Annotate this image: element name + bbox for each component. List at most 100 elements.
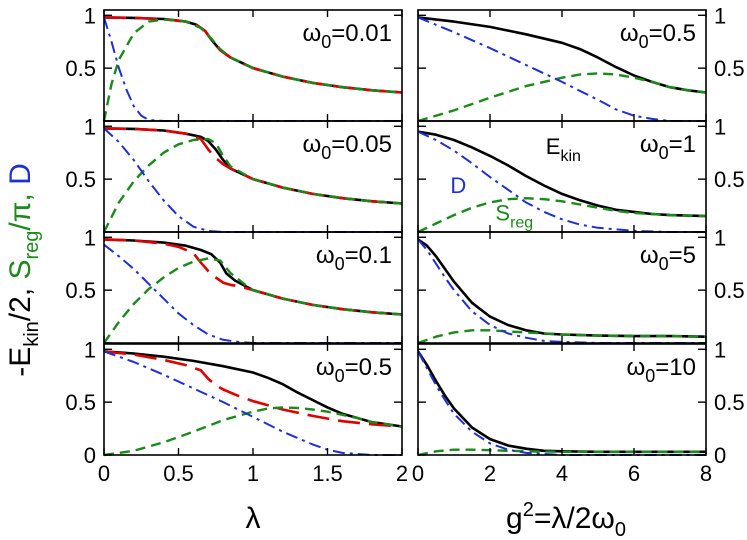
x-tick-label: 0: [412, 461, 424, 486]
panel-label-omega: ω: [316, 354, 335, 381]
panel-label-sub: 0: [321, 143, 331, 163]
annotation-d: D: [450, 173, 466, 198]
y-label-s: S: [4, 259, 37, 279]
panel-label-sub: 0: [639, 32, 649, 52]
panel-left-3: 0.5 1 ω0=0.1: [65, 225, 403, 344]
series-line-s-reg: [417, 448, 706, 457]
series-line-e-exact: [416, 350, 706, 454]
y-tick-label: 0: [84, 443, 96, 468]
x-tick-label: 2: [396, 461, 408, 486]
panel-label: ω0=5: [640, 242, 696, 274]
panel-right-2: 0.5 1 ω0=1 Ekin D Sreg: [417, 114, 745, 234]
annotation-s: Sreg: [495, 200, 533, 231]
panel-label-omega: ω: [627, 354, 646, 381]
panel-label-value: =10: [655, 354, 696, 381]
series-line-s-reg: [103, 406, 403, 457]
annotation-base: E: [546, 134, 561, 159]
y-tick-label: 0.5: [65, 390, 96, 415]
y-tick-label: 0.5: [714, 167, 745, 192]
y-label-s-sub: reg: [21, 231, 43, 260]
y-tick-label: 0.5: [65, 167, 96, 192]
panel-label-omega: ω: [316, 242, 335, 269]
panel-right-1: 0.5 1 ω0=0.5: [417, 3, 745, 123]
series-line-d: [103, 243, 402, 344]
panel-label-value: =0.1: [345, 242, 392, 269]
y-label-e: -E: [4, 347, 37, 377]
panel-label-value: =0.01: [331, 20, 392, 47]
panel-label: ω0=0.5: [620, 20, 696, 52]
y-tick-label: 1: [84, 114, 96, 139]
panel-left-2: 0.5 1 ω0=0.05: [65, 114, 403, 233]
annotation-sub: reg: [510, 214, 533, 231]
series-line-e-exact: [103, 350, 403, 428]
series-line-s-reg: [102, 18, 403, 122]
annotation-e: Ekin: [546, 134, 581, 165]
panel-label-sub: 0: [335, 254, 345, 274]
annotation-sub: kin: [560, 148, 580, 165]
panel-label-omega: ω: [303, 131, 322, 158]
x-tick-label: 1: [247, 461, 259, 486]
panel-right-3: 0.5 1 ω0=5: [417, 225, 745, 345]
panel-label-omega: ω: [640, 242, 659, 269]
panel-label-sub: 0: [645, 366, 655, 386]
y-tick-label: 1: [714, 225, 726, 250]
panel-label: ω0=0.05: [303, 131, 393, 163]
y-tick-label: 1: [714, 337, 726, 362]
panel-label-sub: 0: [659, 143, 669, 163]
x-tick-label: 6: [628, 461, 640, 486]
y-label-e-rest: /2,: [4, 280, 37, 322]
right-x-label-rest: =λ/2ω: [534, 502, 615, 535]
series-line-d: [417, 16, 706, 122]
x-tick-label: 0: [98, 461, 110, 486]
series-line-s-reg: [417, 196, 707, 234]
y-label-d: D: [4, 163, 37, 185]
annotation-base: D: [450, 173, 466, 198]
y-tick-label: 1: [714, 3, 726, 28]
panel-label-omega: ω: [640, 131, 659, 158]
x-tick-label: 0.5: [163, 461, 194, 486]
panel-right-4: 00.510 2 4 6 8ω0=10: [412, 337, 745, 486]
left-x-axis-label: λ: [246, 502, 261, 535]
y-tick-label: 0.5: [65, 56, 96, 81]
series-line-e-approx: [103, 350, 403, 428]
x-tick-label: 4: [556, 461, 568, 486]
panel-left-1: 0.5 1 ω0=0.01: [65, 3, 403, 122]
annotation-base: S: [495, 200, 510, 225]
x-tick-label: 8: [700, 461, 712, 486]
panel-label-sub: 0: [335, 366, 345, 386]
panel-label-value: =5: [669, 242, 696, 269]
panel-label: ω0=1: [640, 131, 696, 163]
series-line-s-reg: [103, 257, 403, 344]
panel-label: ω0=0.5: [316, 354, 392, 386]
series-line-d: [103, 350, 402, 456]
panel-label-value: =0.5: [649, 20, 696, 47]
panel-label-sub: 0: [659, 254, 669, 274]
right-x-axis-label: g2=λ/2ω0: [506, 499, 626, 540]
y-tick-label: 1: [84, 3, 96, 28]
panel-label: ω0=0.01: [303, 20, 393, 52]
series-line-e-exact: [417, 238, 707, 338]
series-line-s-reg: [102, 137, 403, 233]
y-tick-label: 0.5: [714, 278, 745, 303]
y-tick-label: 0.5: [65, 278, 96, 303]
panel-label: ω0=10: [627, 354, 696, 386]
panel-label-omega: ω: [620, 20, 639, 47]
series-line-d: [417, 350, 706, 456]
right-x-label-sub: 0: [615, 519, 626, 540]
y-tick-label: 1: [84, 337, 96, 362]
y-axis-label: -Ekin/2, Sreg/π, D: [4, 163, 43, 377]
series-line-d: [417, 130, 706, 233]
y-tick-label: 1: [84, 225, 96, 250]
y-tick-label: 0.5: [714, 390, 745, 415]
right-x-label-g: g: [506, 502, 523, 535]
y-label-s-rest: /π,: [4, 185, 37, 231]
series-line-e-approx: [103, 127, 403, 205]
x-tick-label: 1.5: [312, 461, 343, 486]
panel-label-omega: ω: [303, 20, 322, 47]
y-tick-label: 0.5: [714, 56, 745, 81]
panel-label-value: =0.05: [331, 131, 392, 158]
y-tick-label: 0: [714, 443, 726, 468]
panel-label: ω0=0.1: [316, 242, 392, 274]
